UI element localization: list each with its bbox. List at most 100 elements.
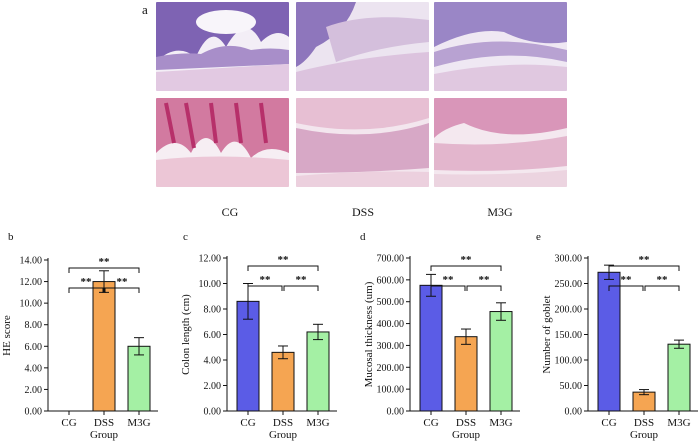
sig-bracket-cg-m3g-label: ** [278,254,290,266]
x-tick-label: DSS [273,417,293,429]
x-tick-label: CG [240,417,255,429]
y-tick-label: 0.00 [387,407,405,418]
y-tick-label: 2.00 [204,381,222,392]
sig-bracket-dss-m3g [644,285,680,291]
y-axis-label: Number of goblet [541,295,553,373]
micrograph-dss-bottom [296,98,429,187]
y-tick-label: 0.00 [204,407,222,418]
sig-bracket-dss-m3g [283,285,319,291]
y-tick-label: 8.00 [25,320,43,331]
bar [92,281,116,412]
chart-c-svg: c 0.00 2.00 4.00 6.00 8.00 10.00 12.00 Colon len… [180,231,337,441]
sig-bracket-cg-m3g-label: ** [639,254,651,266]
panel-letter-a: a [142,2,148,17]
y-tick-label: 0.00 [25,407,43,418]
y-tick-label: 500.00 [377,297,405,308]
chart-b-svg: b 0.00 2.00 4.00 6.00 8.00 10.00 12.00 14.00 HE s… [1,231,158,441]
panel-letter: b [8,231,14,243]
bar [597,271,621,412]
y-tick-label: 2.00 [25,385,43,396]
micrograph-m3g-bottom [434,98,567,187]
x-tick-label: CG [601,417,616,429]
y-axis-label: Mucosal thickness (um) [363,281,375,387]
sig-bracket-cg-dss-label: ** [443,274,455,286]
sig-bracket-cg-m3g [247,265,319,271]
chart-c: c 0.00 2.00 4.00 6.00 8.00 10.00 12.00 Colon len… [175,220,350,445]
x-tick-label: CG [423,417,438,429]
bar [419,284,443,412]
sig-bracket-dss-m3g [104,287,140,293]
sig-bracket-cg-dss [430,285,466,291]
y-tick-label: 4.00 [204,356,222,367]
sig-bracket-cg-dss [68,287,104,293]
x-tick-label: DSS [456,417,476,429]
y-axis-label: HE score [1,315,13,356]
x-axis-label: Group [452,429,481,441]
y-tick-label: 6.00 [204,330,222,341]
y-tick-label: 12.00 [199,254,222,265]
y-tick-label: 10.00 [199,279,222,290]
y-tick-label: 0.00 [565,407,583,418]
x-tick-label: M3G [667,417,690,429]
y-tick-label: 14.00 [20,256,43,267]
group-label-m3g: M3G [487,205,513,219]
chart-d: d 0.00 100.00 200.00 300.00 400.00 500.00 600.0… [352,220,527,445]
sig-bracket-cg-m3g [68,267,140,273]
sig-bracket-dss-m3g-label: ** [296,274,308,286]
micrograph-m3g-top [434,2,567,91]
panel-letter: c [183,231,188,243]
group-label-cg: CG [221,205,239,219]
sig-bracket-dss-m3g-label: ** [479,274,491,286]
chart-e-svg: e 0.00 50.00 100.00 150.00 200.00 250.00 300.00… [536,231,698,441]
sig-bracket-dss-m3g-label: ** [657,274,669,286]
sig-bracket-cg-dss-label: ** [81,276,93,288]
y-tick-label: 100.00 [555,356,583,367]
y-tick-label: 6.00 [25,342,43,353]
bar [127,345,151,412]
x-tick-label: M3G [127,417,150,429]
y-tick-label: 400.00 [377,319,405,330]
y-tick-label: 150.00 [555,330,583,341]
x-axis-label: Group [269,429,298,441]
y-tick-label: 600.00 [377,275,405,286]
y-tick-label: 700.00 [377,254,405,265]
x-axis-label: Group [630,429,659,441]
x-tick-label: M3G [306,417,329,429]
y-tick-label: 200.00 [377,363,405,374]
panel-letter: e [536,231,541,243]
chart-d-svg: d 0.00 100.00 200.00 300.00 400.00 500.00 600.0… [360,231,520,441]
bar [489,311,513,412]
chart-e: e 0.00 50.00 100.00 150.00 200.00 250.00 300.00… [528,220,700,445]
sig-bracket-cg-dss-label: ** [260,274,272,286]
y-tick-label: 300.00 [555,254,583,265]
y-tick-label: 4.00 [25,363,43,374]
bar [454,336,478,412]
x-tick-label: CG [61,417,76,429]
y-axis-label: Colon length (cm) [180,294,192,375]
sig-bracket-cg-m3g-label: ** [99,256,111,268]
sig-bracket-cg-m3g [430,265,502,271]
x-tick-label: DSS [94,417,114,429]
micrograph-cg-bottom [156,98,289,187]
y-tick-label: 200.00 [555,305,583,316]
chart-b: b 0.00 2.00 4.00 6.00 8.00 10.00 12.00 14.00 HE s… [0,220,170,445]
sig-bracket-cg-m3g [608,265,680,271]
sig-bracket-dss-m3g-label: ** [117,276,129,288]
sig-bracket-cg-m3g-label: ** [461,254,473,266]
y-tick-label: 250.00 [555,279,583,290]
bar [306,331,330,412]
y-tick-label: 300.00 [377,341,405,352]
panel-letter: d [360,231,366,243]
micrograph-dss-top [296,2,429,91]
y-tick-label: 12.00 [20,277,43,288]
y-tick-label: 100.00 [377,385,405,396]
sig-bracket-cg-dss [247,285,283,291]
sig-bracket-cg-dss-label: ** [621,274,633,286]
sig-bracket-dss-m3g [466,285,502,291]
y-tick-label: 8.00 [204,305,222,316]
micrograph-cg-top [156,2,289,91]
group-label-dss: DSS [351,205,374,219]
bar [667,343,691,412]
y-tick-label: 10.00 [20,299,43,310]
x-tick-label: DSS [634,417,654,429]
